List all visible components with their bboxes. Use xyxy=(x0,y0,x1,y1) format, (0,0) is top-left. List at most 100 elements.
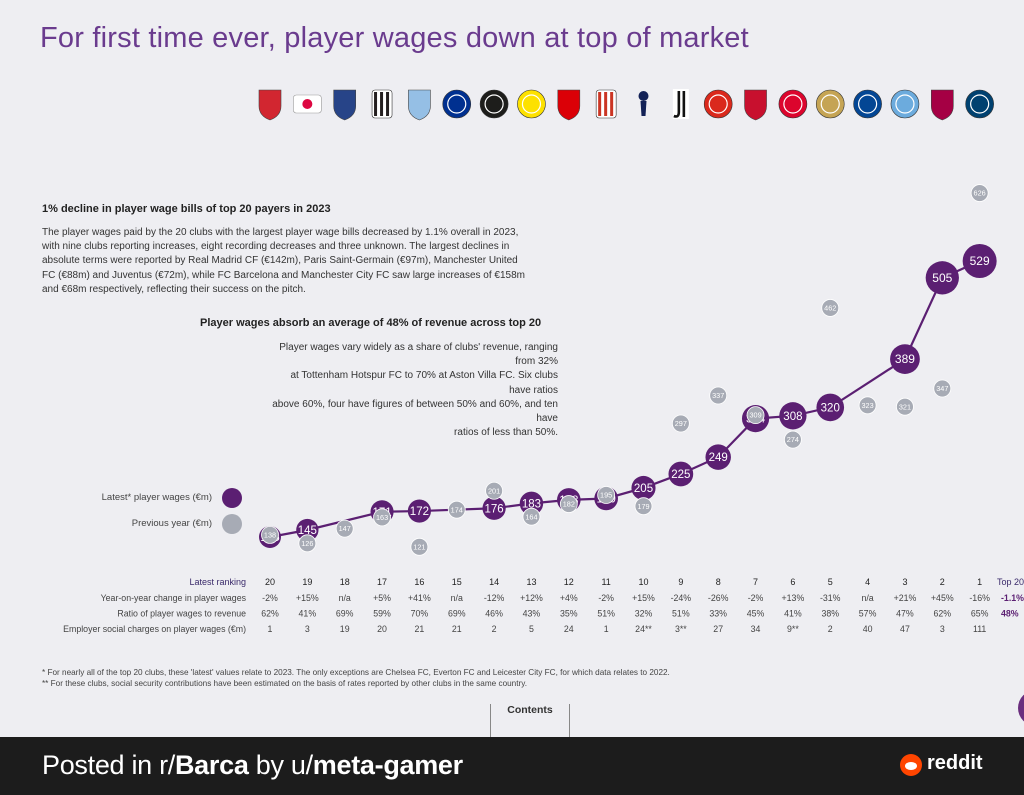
table-row-label: Ratio of player wages to revenue xyxy=(117,609,246,619)
latest-wage-point xyxy=(705,444,731,470)
crest-stripe xyxy=(386,92,390,116)
crest-ring xyxy=(484,94,504,114)
footnote-1: * For nearly all of the top 20 clubs, th… xyxy=(42,668,670,677)
crest-shape xyxy=(442,89,472,119)
next-page-button[interactable] xyxy=(1018,690,1024,726)
ranking-cell: 8 xyxy=(716,577,721,587)
table-cell: +41% xyxy=(408,593,431,603)
table-cell: 111 xyxy=(973,624,986,634)
ranking-cell: 20 xyxy=(265,577,275,587)
section1-heading: 1% decline in player wage bills of top 2… xyxy=(42,203,331,215)
ranking-cell: 3 xyxy=(902,577,907,587)
table-cell: 3 xyxy=(940,624,945,634)
previous-wage-label: 297 xyxy=(675,419,687,428)
infographic-page: For first time ever, player wages down a… xyxy=(40,22,1024,737)
table-row-label: Employer social charges on player wages … xyxy=(63,624,246,634)
ranking-cell: 1 xyxy=(977,577,982,587)
previous-wage-point xyxy=(970,184,989,202)
latest-wage-label: 225 xyxy=(671,469,690,481)
latest-wage-label: 249 xyxy=(709,452,728,464)
table-cell: 45% xyxy=(747,609,765,619)
latest-wage-point xyxy=(816,393,845,422)
subreddit-link[interactable]: Barca xyxy=(174,750,249,780)
previous-wage-label: 626 xyxy=(974,189,986,198)
latest-wage-label: 389 xyxy=(895,352,915,366)
ranking-cell: 16 xyxy=(414,577,424,587)
username-link[interactable]: meta-gamer xyxy=(312,750,463,780)
section2-paragraph: Player wages vary widely as a share of c… xyxy=(270,341,558,440)
latest-wage-point xyxy=(519,491,544,516)
table-cell: +13% xyxy=(782,593,805,603)
table-cell: 69% xyxy=(448,609,466,619)
previous-wage-label: 164 xyxy=(525,512,537,521)
table-cell: 62% xyxy=(933,609,951,619)
crest-ring xyxy=(857,94,878,114)
crest-shape xyxy=(853,89,882,119)
crest-stripe xyxy=(598,92,602,116)
atletico-crest-icon xyxy=(595,89,617,119)
section2-line: ratios of less than 50%. xyxy=(454,427,558,439)
table-cell: n/a xyxy=(861,593,873,603)
table-cell: 57% xyxy=(859,609,877,619)
table-cell: 62% xyxy=(261,609,279,619)
section2-line: at Tottenham Hotspur FC to 70% at Aston … xyxy=(290,370,558,396)
table-total-cell: 48% xyxy=(1001,609,1019,619)
previous-wage-label: 182 xyxy=(563,500,575,509)
section1-line: The player wages paid by the 20 clubs wi… xyxy=(42,227,519,238)
previous-wage-label: 323 xyxy=(862,401,874,410)
barcelona-crest-icon xyxy=(931,89,954,121)
crest-shape xyxy=(557,89,581,121)
table-cell: 47% xyxy=(896,609,914,619)
real-madrid-crest-icon xyxy=(815,89,845,119)
latest-wage-label: 176 xyxy=(485,503,504,515)
previous-wage-point xyxy=(447,500,466,519)
ranking-cell: 14 xyxy=(489,577,499,587)
table-cell: 27 xyxy=(713,624,723,634)
crest-stripe xyxy=(610,92,614,116)
ranking-cell: 13 xyxy=(526,577,536,587)
previous-wage-point xyxy=(709,386,728,405)
table-cell: +4% xyxy=(560,593,578,603)
contents-link[interactable]: Contents xyxy=(490,704,570,737)
crest-shape xyxy=(479,89,509,119)
previous-wage-label: 462 xyxy=(824,304,836,313)
section1-line: FC (€88m) and Juventus (€72m), while FC … xyxy=(42,269,525,281)
previous-wage-point xyxy=(410,537,429,556)
table-cell: 40 xyxy=(863,624,873,634)
table-cell: 46% xyxy=(485,609,503,619)
ranking-cell: 18 xyxy=(340,577,350,587)
table-cell: 41% xyxy=(299,609,317,619)
ranking-row-label: Latest ranking xyxy=(189,577,246,587)
latest-wage-label: 529 xyxy=(970,254,990,268)
previous-wage-point xyxy=(634,497,653,516)
posted-in-text: Posted in r/Barca by u/meta-gamer xyxy=(42,750,463,781)
ranking-cell: 15 xyxy=(452,577,462,587)
dortmund-crest-icon xyxy=(517,89,546,119)
previous-wage-point xyxy=(485,481,504,500)
table-cell: 21 xyxy=(452,624,462,634)
club-crest-row xyxy=(258,89,994,121)
previous-wage-point xyxy=(373,508,391,527)
table-cell: 47 xyxy=(900,624,910,634)
crest-shape xyxy=(890,89,920,119)
table-cell: 1 xyxy=(604,624,609,634)
latest-wage-label: 505 xyxy=(932,271,952,285)
latest-wage-point xyxy=(631,475,656,501)
latest-wage-label: 320 xyxy=(821,402,840,414)
latest-wage-point xyxy=(482,496,506,520)
table-cell: 32% xyxy=(635,609,653,619)
table-cell: -2% xyxy=(262,593,278,603)
latest-wage-point xyxy=(890,344,920,374)
crest-ring xyxy=(895,94,915,114)
section1-paragraph: The player wages paid by the 20 clubs wi… xyxy=(42,226,562,297)
table-cell: 69% xyxy=(336,609,354,619)
previous-wage-label: 274 xyxy=(787,435,799,444)
latest-wage-point xyxy=(779,402,807,430)
previous-wage-label: 121 xyxy=(413,542,425,551)
latest-wage-point xyxy=(668,461,694,487)
table-cell: 41% xyxy=(784,609,802,619)
ranking-cell: 17 xyxy=(377,577,387,587)
table-cell: 35% xyxy=(560,609,578,619)
previous-wage-label: 337 xyxy=(712,391,724,400)
table-cell: +21% xyxy=(894,593,917,603)
